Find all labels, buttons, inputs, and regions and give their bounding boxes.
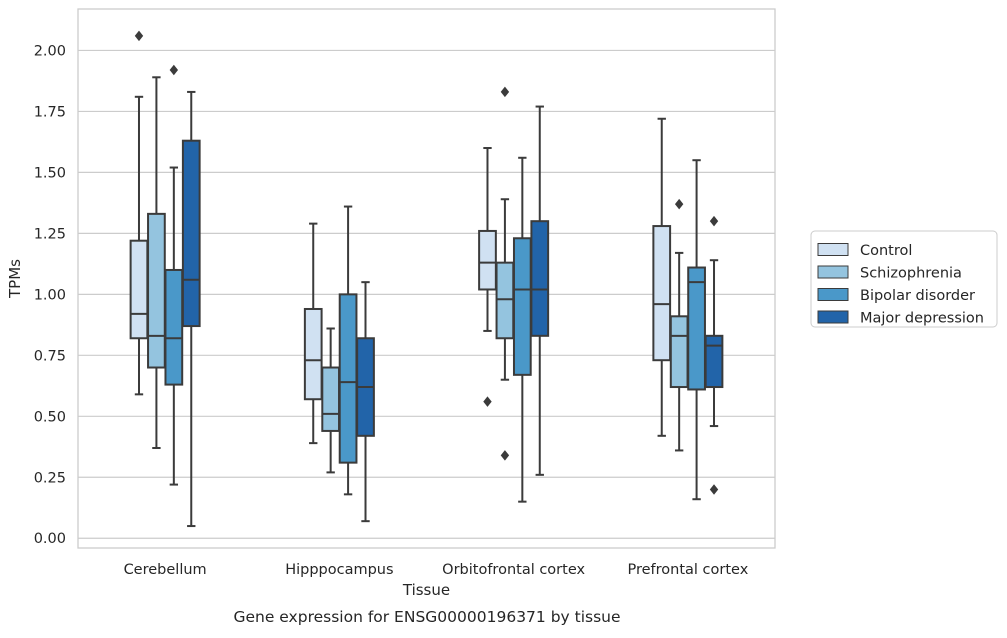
x-tick-label: Hipppocampus <box>285 562 393 578</box>
legend-swatch <box>817 288 849 301</box>
box-iqr <box>704 334 724 389</box>
box-3-3 <box>704 215 724 495</box>
legend-swatch <box>817 310 849 324</box>
outlier-point <box>709 215 719 227</box>
legend-swatch <box>817 243 849 256</box>
outlier-point <box>674 198 684 210</box>
box-2-3 <box>530 105 550 476</box>
box-0-2 <box>164 64 184 486</box>
legend-label: Bipolar disorder <box>860 288 975 304</box>
y-tick-label: 0.25 <box>34 470 66 486</box>
box-iqr <box>530 220 550 337</box>
x-axis-label: Tissue <box>402 581 450 599</box>
box-0-3 <box>181 90 201 528</box>
box-iqr <box>495 261 515 340</box>
y-tick-label: 1.50 <box>34 165 66 181</box>
box-3-1 <box>669 198 689 452</box>
box-iqr <box>669 315 689 389</box>
box-3-2 <box>687 159 706 501</box>
y-axis-label: TPMs <box>6 259 24 299</box>
box-2-2 <box>512 156 532 503</box>
y-tick-label: 1.00 <box>34 287 66 303</box>
y-tick-label: 0.75 <box>34 348 66 364</box>
box-iqr <box>512 237 532 376</box>
legend-label: Schizophrenia <box>860 266 962 282</box>
outlier-point <box>500 450 510 461</box>
x-tick-label: Prefrontal cortex <box>627 562 748 578</box>
box-iqr <box>652 225 672 362</box>
y-tick-label: 1.25 <box>34 226 66 242</box>
x-tick-labels: Cerebellum Hipppocampus Orbitofrontal cort… <box>124 562 749 578</box>
legend-label: Major depression <box>860 311 984 327</box>
box-iqr <box>181 139 201 328</box>
box-iqr <box>129 239 149 340</box>
box-1-2 <box>338 205 358 496</box>
box-iqr <box>164 268 184 386</box>
box-1-3 <box>356 281 375 523</box>
outlier-point <box>709 484 719 495</box>
box-iqr <box>321 366 341 432</box>
x-tick-label: Orbitofrontal cortex <box>442 562 585 578</box>
box-2-0 <box>478 147 497 407</box>
box-0-1 <box>147 76 166 450</box>
box-plots <box>129 30 724 528</box>
box-2-1 <box>495 86 515 461</box>
box-iqr <box>338 293 358 464</box>
box-iqr <box>147 212 166 369</box>
y-tick-label: 2.00 <box>34 43 66 59</box>
y-tick-labels: 0.00 0.25 0.50 0.75 1.00 1.25 1.50 1.75 2.00 <box>34 43 66 547</box>
y-tick-label: 0.00 <box>34 531 66 547</box>
legend-label: Control <box>860 243 912 259</box>
figure-caption: Gene expression for ENSG00000196371 by t… <box>233 608 620 626</box>
outlier-point <box>134 30 144 42</box>
box-iqr <box>303 307 323 401</box>
box-0-0 <box>129 30 149 396</box>
y-tick-label: 1.75 <box>34 104 66 120</box>
box-3-0 <box>652 117 672 437</box>
box-1-1 <box>321 327 341 474</box>
box-1-0 <box>303 222 323 445</box>
y-tick-label: 0.50 <box>34 409 66 425</box>
plot-frame <box>77 8 776 549</box>
legend: Control Schizophrenia Bipolar disorder Majo… <box>810 230 998 328</box>
legend-swatch <box>817 265 849 279</box>
outlier-point <box>169 64 179 76</box>
legend-frame <box>810 230 998 328</box>
outlier-point <box>483 396 492 407</box>
box-iqr <box>478 229 497 291</box>
box-iqr <box>687 266 706 391</box>
outlier-point <box>500 86 510 98</box>
x-tick-label: Cerebellum <box>124 562 207 578</box>
